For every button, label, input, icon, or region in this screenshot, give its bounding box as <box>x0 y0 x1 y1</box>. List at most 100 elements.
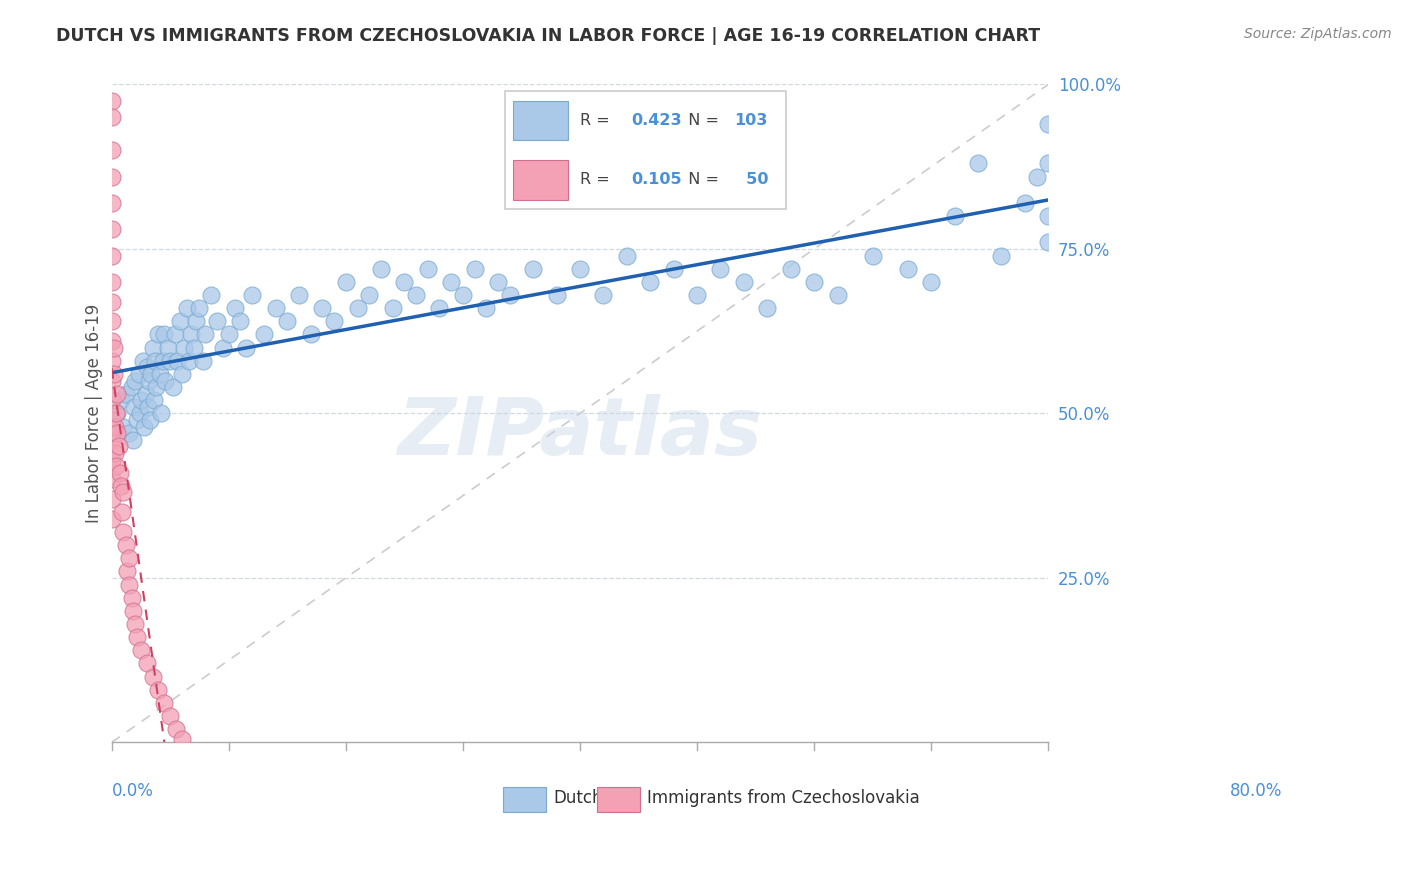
Point <box>108 466 131 480</box>
Point <box>475 301 498 315</box>
Point <box>115 565 138 579</box>
Point <box>177 353 200 368</box>
Point <box>169 314 191 328</box>
Point <box>100 433 122 447</box>
Point <box>100 195 122 210</box>
Point <box>105 406 128 420</box>
Point <box>1038 117 1060 131</box>
Point <box>709 261 731 276</box>
Point <box>155 374 177 388</box>
Point <box>405 288 427 302</box>
Point <box>136 400 159 414</box>
Point <box>897 261 920 276</box>
Point <box>381 301 404 315</box>
Point <box>103 341 125 355</box>
Point <box>183 341 205 355</box>
Point <box>107 386 129 401</box>
Point <box>299 327 322 342</box>
Text: ZIPatlas: ZIPatlas <box>398 394 762 472</box>
Point <box>323 314 346 328</box>
Point <box>335 275 357 289</box>
FancyBboxPatch shape <box>513 160 568 200</box>
Text: R =: R = <box>579 172 614 187</box>
Point <box>100 275 122 289</box>
Point <box>1038 235 1060 250</box>
Point <box>127 630 149 644</box>
Point <box>943 209 966 223</box>
Point <box>276 314 298 328</box>
Text: Immigrants from Czechoslovakia: Immigrants from Czechoslovakia <box>647 789 920 807</box>
Point <box>616 248 638 262</box>
Point <box>163 327 186 342</box>
Point <box>499 288 522 302</box>
Point <box>100 314 122 328</box>
Point <box>165 723 187 737</box>
Text: Dutch: Dutch <box>554 789 603 807</box>
Point <box>416 261 439 276</box>
Text: 0.423: 0.423 <box>631 113 682 128</box>
Point <box>100 111 122 125</box>
Point <box>121 380 143 394</box>
Point <box>135 386 157 401</box>
Point <box>141 367 163 381</box>
Point <box>170 732 193 747</box>
Point <box>592 288 614 302</box>
Text: 0.105: 0.105 <box>631 172 682 187</box>
Point <box>100 452 122 467</box>
Text: N =: N = <box>678 172 724 187</box>
Point <box>107 439 129 453</box>
FancyBboxPatch shape <box>503 787 547 812</box>
Point <box>920 275 942 289</box>
Point <box>142 341 165 355</box>
Point <box>100 491 122 506</box>
Point <box>103 367 125 381</box>
Point <box>104 446 127 460</box>
Point <box>127 413 149 427</box>
Point <box>118 426 141 441</box>
Point <box>100 94 122 108</box>
Point <box>134 419 156 434</box>
Point <box>143 353 166 368</box>
FancyBboxPatch shape <box>596 787 640 812</box>
Point <box>218 327 240 342</box>
Point <box>359 288 381 302</box>
Point <box>100 169 122 184</box>
Point <box>112 485 135 500</box>
Point <box>153 327 176 342</box>
Point <box>662 261 685 276</box>
Point <box>779 261 801 276</box>
Point <box>107 406 129 420</box>
Point <box>100 353 122 368</box>
Point <box>464 261 486 276</box>
Point <box>170 367 193 381</box>
Point <box>827 288 849 302</box>
Point <box>121 604 143 618</box>
Point <box>429 301 451 315</box>
Point <box>152 353 174 368</box>
Point <box>200 288 222 302</box>
Point <box>138 374 160 388</box>
Text: 0.0%: 0.0% <box>111 782 153 800</box>
Point <box>149 406 172 420</box>
Point <box>118 577 141 591</box>
Point <box>100 413 122 427</box>
Point <box>159 709 181 723</box>
Point <box>166 353 188 368</box>
Point <box>288 288 311 302</box>
Point <box>156 341 179 355</box>
Point <box>100 222 122 236</box>
Point <box>162 380 184 394</box>
Text: 50: 50 <box>734 172 768 187</box>
Point <box>100 294 122 309</box>
Point <box>145 380 167 394</box>
Y-axis label: In Labor Force | Age 16-19: In Labor Force | Age 16-19 <box>86 304 103 523</box>
Point <box>110 393 132 408</box>
Point <box>124 617 146 632</box>
Point <box>104 419 127 434</box>
Point <box>128 406 150 420</box>
Point <box>686 288 709 302</box>
Point <box>129 393 152 408</box>
Point <box>124 374 146 388</box>
Point <box>121 591 143 605</box>
Point <box>100 393 122 408</box>
